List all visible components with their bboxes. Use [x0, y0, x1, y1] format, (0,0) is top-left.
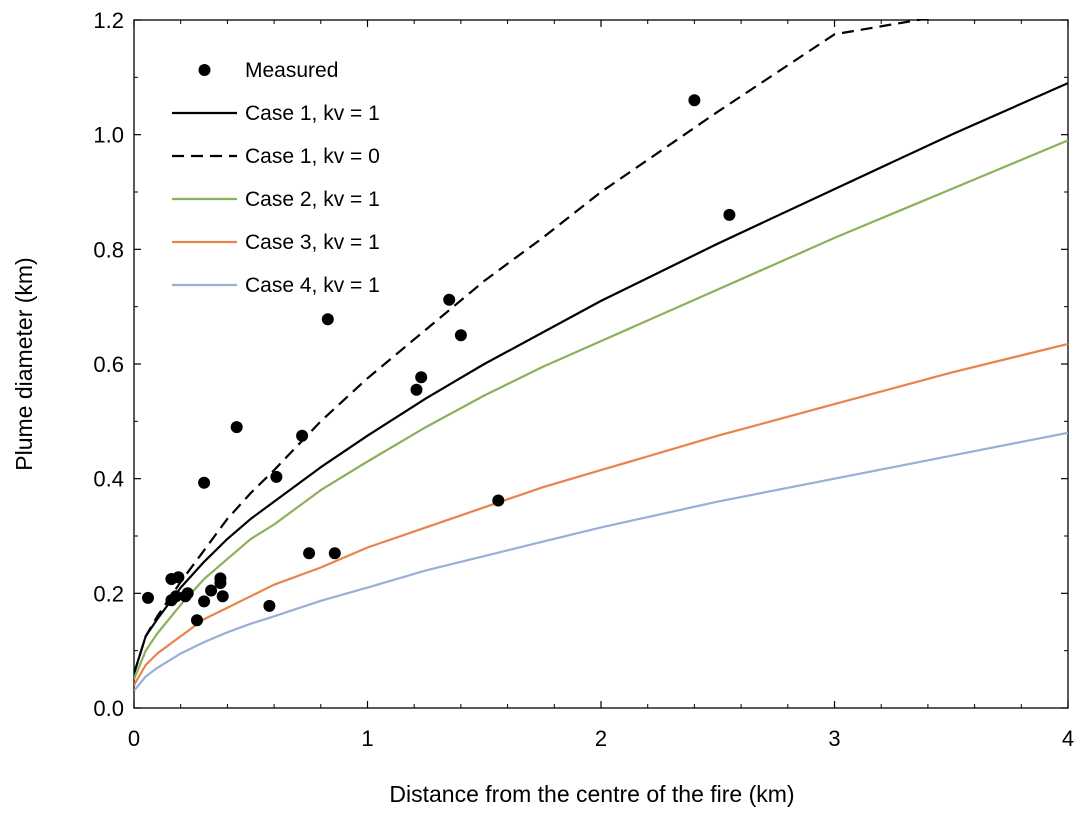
legend-marker-measured	[198, 64, 211, 76]
measured-point	[454, 329, 467, 342]
y-tick-label: 0.0	[93, 696, 124, 721]
legend-label: Case 4, kv = 1	[245, 274, 380, 297]
measured-point	[296, 429, 309, 442]
measured-point	[263, 599, 276, 612]
series-line-2	[134, 19, 931, 674]
measured-point	[688, 94, 701, 107]
y-tick-label: 0.8	[93, 237, 124, 262]
measured-point	[492, 494, 505, 507]
measured-point	[415, 371, 428, 384]
x-tick-label: 3	[828, 726, 840, 751]
y-tick-label: 0.6	[93, 352, 124, 377]
series-line-3	[134, 139, 1069, 680]
measured-point	[198, 476, 211, 489]
legend-label: Case 1, kv = 0	[245, 145, 380, 168]
y-tick-label: 0.2	[93, 581, 124, 606]
measured-point	[170, 590, 182, 603]
x-axis-title: Distance from the centre of the fire (km…	[389, 781, 794, 807]
measured-point	[191, 614, 203, 627]
measured-point	[205, 584, 218, 597]
measured-point	[723, 208, 736, 221]
legend-label: Case 3, kv = 1	[245, 231, 380, 254]
x-tick-label: 1	[361, 726, 373, 751]
measured-markers	[142, 94, 736, 627]
measured-point	[443, 293, 456, 306]
legend-label: Case 1, kv = 1	[245, 102, 380, 125]
series-line-5	[134, 431, 1069, 692]
measured-point	[172, 571, 185, 584]
measured-point	[181, 587, 194, 600]
measured-point	[142, 591, 154, 604]
x-tick-label: 4	[1062, 726, 1074, 751]
measured-point	[198, 595, 211, 608]
measured-point	[328, 547, 341, 560]
y-axis-title: Plume diameter (km)	[11, 257, 37, 470]
series-line-4	[134, 342, 1069, 686]
measured-point	[230, 421, 243, 434]
y-tick-label: 1.0	[93, 123, 124, 148]
measured-point	[216, 590, 229, 603]
measured-point	[303, 547, 316, 560]
legend-label: Case 2, kv = 1	[245, 188, 380, 211]
x-tick-label: 2	[595, 726, 607, 751]
y-tick-label: 0.4	[93, 467, 124, 492]
axes: 0.0 0.2 0.4 0.6 0.8 1.0 1.2 0 1 2 3 4	[93, 8, 1074, 751]
measured-point	[410, 383, 423, 396]
measured-point	[214, 572, 227, 585]
x-tick-label: 0	[128, 726, 140, 751]
legend: Measured Case 1, kv = 1 Case 1, kv = 0 Case…	[172, 59, 380, 297]
measured-point	[270, 470, 283, 483]
legend-label: Measured	[245, 59, 338, 82]
measured-point	[321, 313, 334, 326]
y-tick-label: 1.2	[93, 8, 124, 33]
